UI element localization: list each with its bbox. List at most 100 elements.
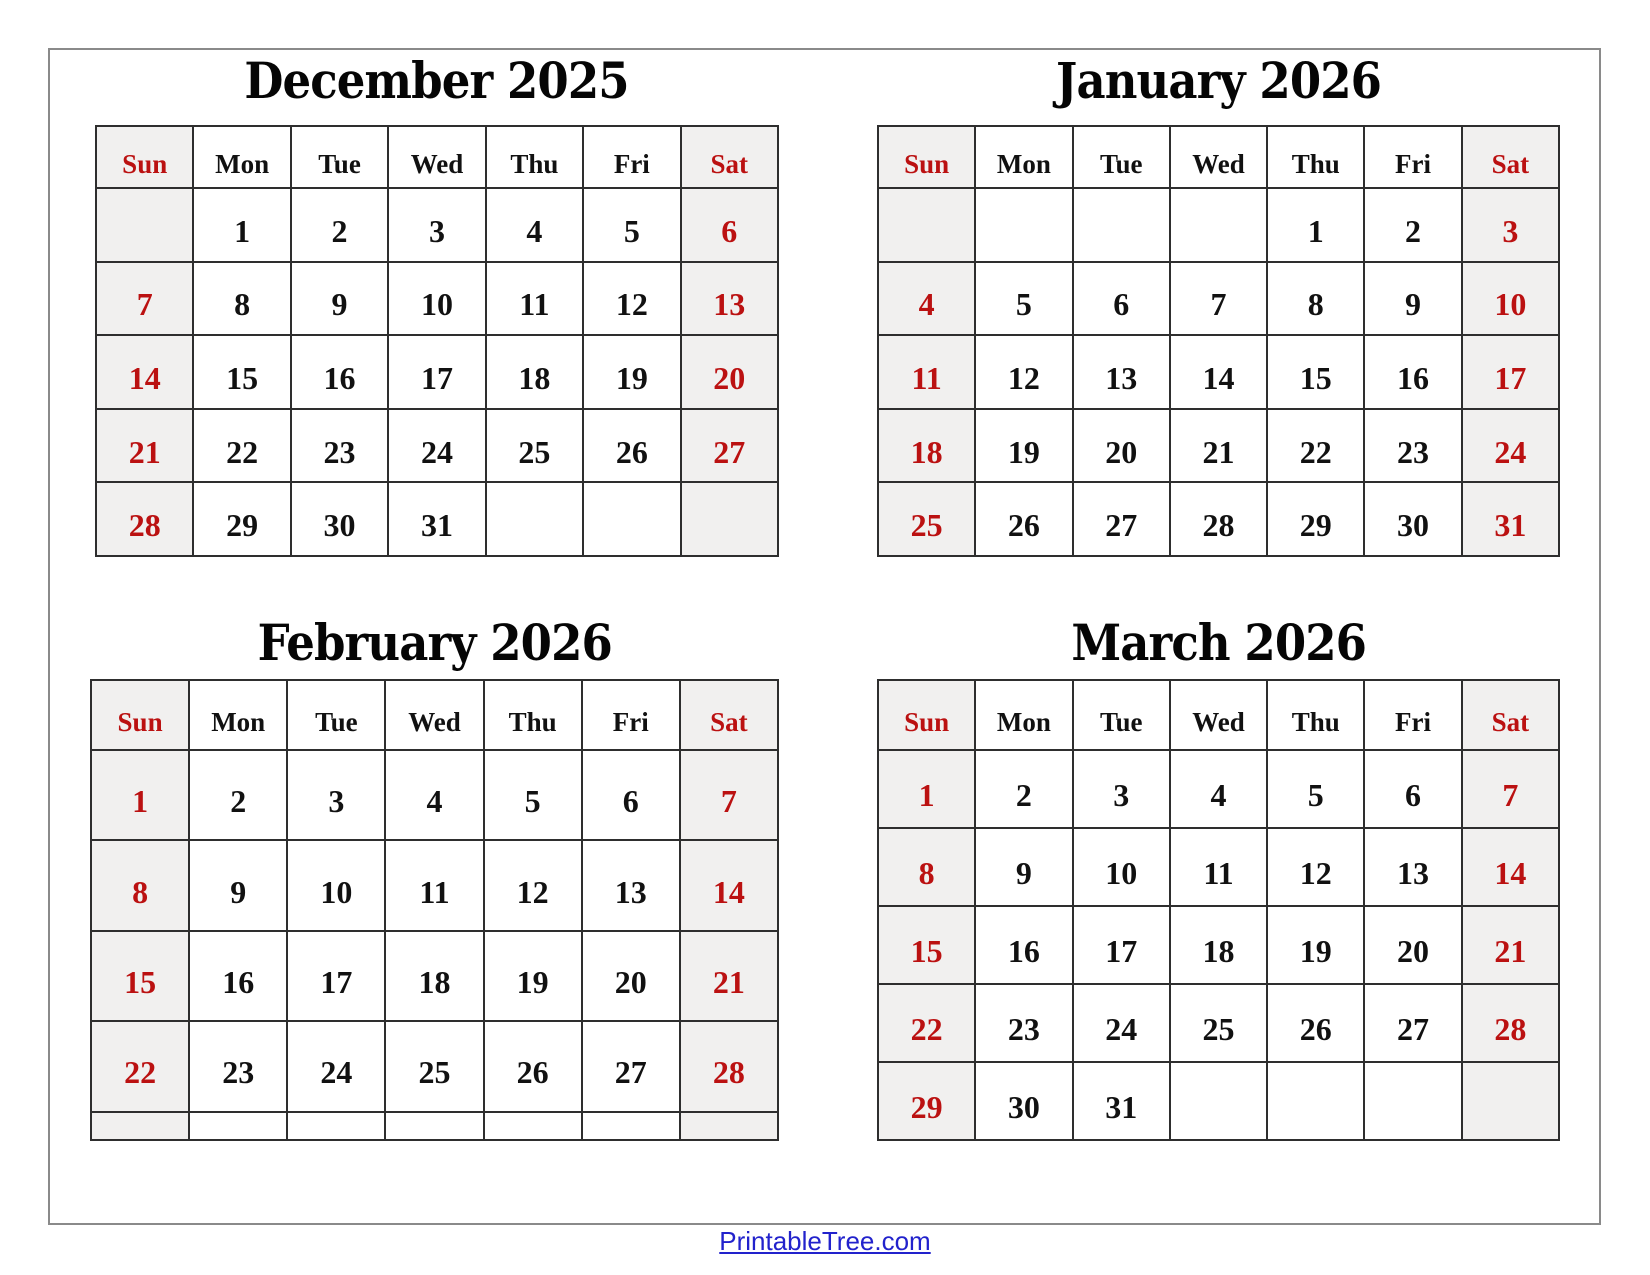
day-cell-4: 4 [484, 187, 585, 263]
day-cell-24: 24 [286, 1020, 387, 1113]
day-cell-24: 24 [1460, 407, 1561, 484]
day-cell-15: 15 [89, 929, 191, 1023]
weekday-header-fri: Fri [582, 125, 682, 189]
day-cell-7: 7 [678, 748, 780, 842]
weekday-header-thu: Thu [1266, 125, 1366, 189]
day-cell-26: 26 [482, 1020, 583, 1113]
day-cell-empty [484, 481, 585, 557]
week-row: 8 9 10 11 12 13 14 [876, 827, 1561, 907]
day-cell-28: 28 [678, 1020, 780, 1113]
day-cell-21: 21 [1168, 407, 1269, 484]
day-cell-6: 6 [1363, 749, 1463, 829]
day-cell-4: 4 [1168, 749, 1269, 829]
day-cell-12: 12 [482, 839, 583, 932]
day-cell-24: 24 [387, 407, 487, 484]
day-cell-6: 6 [580, 748, 681, 842]
day-cell-29: 29 [876, 1061, 977, 1141]
day-cell-11: 11 [484, 260, 585, 337]
day-cell-26: 26 [1266, 983, 1366, 1063]
weekday-header-tue: Tue [1071, 125, 1171, 189]
day-cell-9: 9 [1363, 260, 1463, 337]
week-row: 25 26 27 28 29 30 31 [876, 481, 1561, 557]
day-cell-30: 30 [974, 1061, 1074, 1141]
weekday-header-fri: Fri [1363, 679, 1463, 751]
day-cell-10: 10 [286, 839, 387, 932]
weekday-header-sun: Sun [94, 125, 195, 189]
day-cell-1: 1 [876, 749, 977, 829]
day-cell-22: 22 [1266, 407, 1366, 484]
day-cell-16: 16 [289, 334, 390, 410]
day-cell-28: 28 [1460, 983, 1561, 1063]
weekday-header-mon: Mon [974, 125, 1074, 189]
weekday-header-thu: Thu [482, 679, 583, 751]
day-cell-15: 15 [876, 905, 977, 985]
weekday-header-row: Sun Mon Tue Wed Thu Fri Sat [94, 125, 780, 189]
day-cell-14: 14 [1460, 827, 1561, 907]
weekday-header-sat: Sat [1460, 679, 1561, 751]
week-row: 14 15 16 17 18 19 20 [94, 334, 780, 410]
weekday-header-thu: Thu [484, 125, 585, 189]
weekday-header-sun: Sun [876, 679, 977, 751]
day-cell-empty [188, 1110, 289, 1141]
day-cell-23: 23 [1363, 407, 1463, 484]
day-cell-empty [384, 1110, 485, 1141]
day-cell-empty [580, 1110, 681, 1141]
day-cell-25: 25 [484, 407, 585, 484]
weekday-header-fri: Fri [580, 679, 681, 751]
week-row: 8 9 10 11 12 13 14 [89, 839, 780, 932]
day-cell-9: 9 [188, 839, 289, 932]
day-cell-13: 13 [1071, 334, 1171, 410]
day-cell-7: 7 [1168, 260, 1269, 337]
day-cell-16: 16 [188, 929, 289, 1023]
day-cell-8: 8 [876, 827, 977, 907]
week-row: 18 19 20 21 22 23 24 [876, 407, 1561, 484]
day-cell-28: 28 [94, 481, 195, 557]
day-cell-empty [974, 187, 1074, 263]
weekday-header-sun: Sun [89, 679, 191, 751]
day-cell-3: 3 [387, 187, 487, 263]
day-cell-empty [286, 1110, 387, 1141]
month-title-january-2026: January 2026 [877, 52, 1560, 110]
month-title-december-2025: December 2025 [95, 52, 779, 110]
day-cell-14: 14 [678, 839, 780, 932]
day-cell-7: 7 [94, 260, 195, 337]
day-cell-14: 14 [94, 334, 195, 410]
day-cell-26: 26 [974, 481, 1074, 557]
day-cell-11: 11 [876, 334, 977, 410]
weekday-header-wed: Wed [384, 679, 485, 751]
day-cell-empty [1168, 1061, 1269, 1141]
week-row: 7 8 9 10 11 12 13 [94, 260, 780, 337]
day-cell-11: 11 [384, 839, 485, 932]
day-cell-17: 17 [387, 334, 487, 410]
day-cell-18: 18 [384, 929, 485, 1023]
week-row: 22 23 24 25 26 27 28 [89, 1020, 780, 1113]
day-cell-27: 27 [679, 407, 780, 484]
week-row: 11 12 13 14 15 16 17 [876, 334, 1561, 410]
weekday-header-row: Sun Mon Tue Wed Thu Fri Sat [89, 679, 780, 751]
day-cell-10: 10 [387, 260, 487, 337]
day-cell-12: 12 [1266, 827, 1366, 907]
month-title-text: January 2026 [1055, 51, 1382, 110]
day-cell-4: 4 [876, 260, 977, 337]
weekday-header-row: Sun Mon Tue Wed Thu Fri Sat [876, 679, 1561, 751]
week-row: 28 29 30 31 [94, 481, 780, 557]
calendar-grid-january-2026: Sun Mon Tue Wed Thu Fri Sat 1 2 3 4 5 6 7 8 9 10 11 12 13 14… [876, 125, 1561, 557]
day-cell-10: 10 [1071, 827, 1171, 907]
day-cell-4: 4 [384, 748, 485, 842]
day-cell-17: 17 [1071, 905, 1171, 985]
day-cell-29: 29 [192, 481, 292, 557]
month-title-march-2026: March 2026 [877, 614, 1560, 672]
day-cell-23: 23 [289, 407, 390, 484]
day-cell-14: 14 [1168, 334, 1269, 410]
day-cell-empty [1460, 1061, 1561, 1141]
day-cell-empty [582, 481, 682, 557]
printabletree-link[interactable]: PrintableTree.com [719, 1226, 931, 1256]
week-row: 15 16 17 18 19 20 21 [89, 929, 780, 1023]
month-title-february-2026: February 2026 [90, 614, 779, 672]
day-cell-empty [678, 1110, 780, 1141]
day-cell-27: 27 [1363, 983, 1463, 1063]
day-cell-17: 17 [1460, 334, 1561, 410]
day-cell-7: 7 [1460, 749, 1561, 829]
day-cell-21: 21 [1460, 905, 1561, 985]
